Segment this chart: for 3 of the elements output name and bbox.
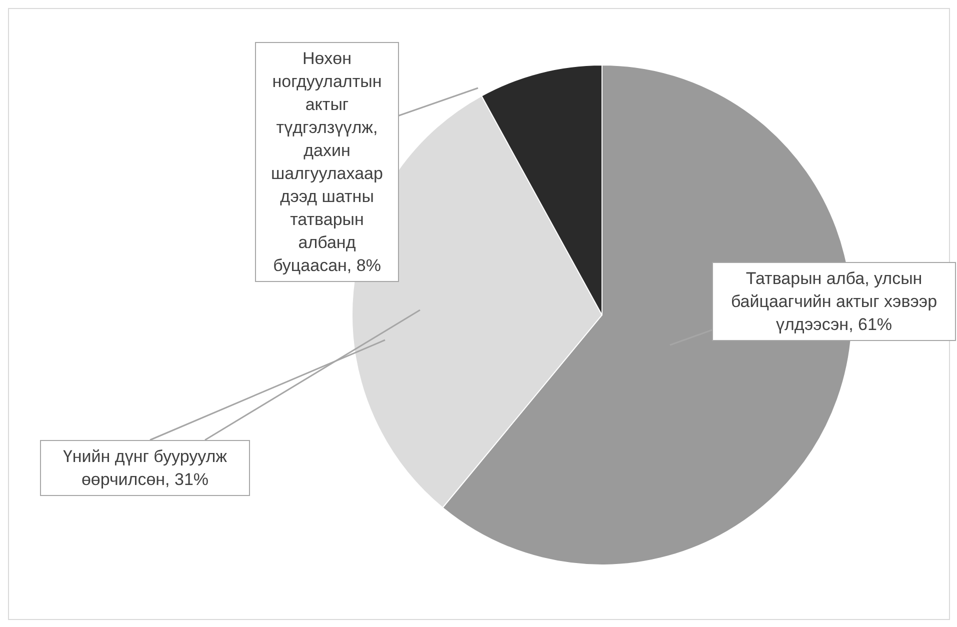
slice-label: Татварын алба, улсын байцаагчийн актыг хэвээр үлдээсэн, 61%	[712, 262, 956, 341]
slice-label: Үнийн дүнг бууруулж өөрчилсөн, 31%	[40, 440, 250, 496]
category-label: Нөхөн ногдуулалтын актыг түдгэлзүүлж, дахин шалгуулахаар дээд шатны татварын албанд буцаасан, 8%	[271, 49, 383, 275]
